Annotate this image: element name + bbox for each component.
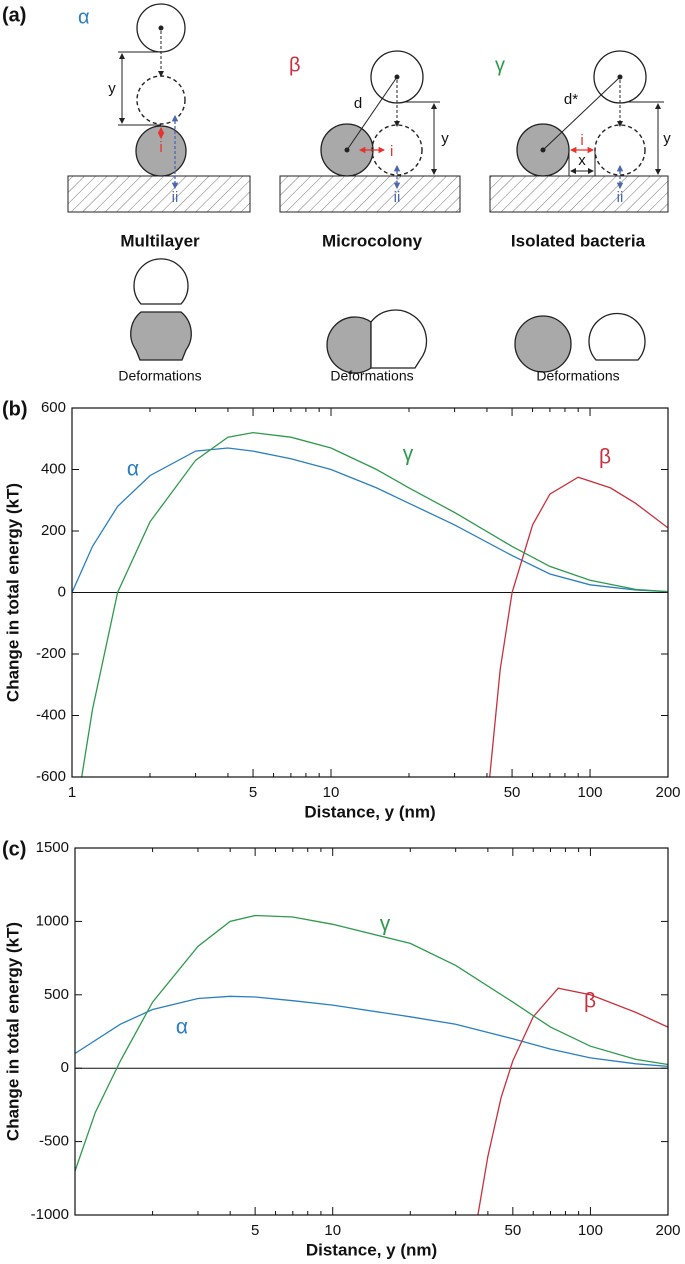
bacterium [514, 315, 572, 373]
series-label: γ [380, 913, 391, 936]
interaction-label: i [390, 143, 393, 160]
deformed-bacterium [130, 311, 192, 361]
panel-a: (a) α y i ii Multilayer Deformations β d… [2, 3, 671, 384]
substrate [279, 175, 461, 213]
series-label: β [584, 990, 596, 1013]
distance-label: y [441, 130, 449, 147]
substrate [67, 175, 251, 213]
bacterium-path [136, 75, 186, 125]
deformed-bacterium [588, 312, 646, 361]
series-label: β [599, 446, 611, 469]
x-tick-label: 100 [578, 1222, 603, 1239]
distance-label: x [578, 152, 586, 169]
series-line [75, 995, 668, 1068]
y-tick-label: 0 [58, 583, 66, 600]
x-tick-label: 1 [68, 784, 76, 801]
x-tick-label: 50 [504, 1222, 521, 1239]
plot-frame [74, 847, 669, 1216]
series-label: α [176, 1016, 188, 1039]
series-line [81, 431, 668, 777]
case-symbol: α [78, 6, 90, 28]
y-axis-title: Change in total energy (kT) [3, 483, 22, 702]
y-tick-label: 1000 [36, 912, 69, 929]
y-tick-label: 200 [41, 522, 66, 539]
y-tick-label: 400 [41, 460, 66, 477]
x-tick-label: 200 [655, 784, 680, 801]
interaction-label: ii [172, 189, 179, 206]
center-distance [346, 76, 398, 151]
interaction-label: i [159, 139, 162, 156]
interaction-label: ii [394, 189, 401, 206]
distance-label: y [663, 130, 671, 147]
y-tick-label: -600 [36, 768, 66, 785]
x-tick-label: 10 [323, 784, 340, 801]
case-title: Isolated bacteria [511, 231, 646, 250]
panel-label: (a) [2, 4, 26, 26]
center [158, 25, 164, 31]
chart: (c) -1000 -500 0 500 1000 1500 5 10 50 100 200 α β γ Di… [2, 838, 681, 1259]
plot-frame [71, 407, 669, 778]
x-tick-label: 10 [324, 1222, 341, 1239]
case-title: Multilayer [120, 231, 200, 250]
chart: (b) -600 -400 -200 0 200 400 600 1 5 10 50 100 200 α β γ… [2, 398, 681, 821]
interaction-label: i [580, 132, 583, 149]
x-tick-label: 5 [251, 1222, 259, 1239]
x-tick-label: 200 [655, 1222, 680, 1239]
y-axis-title: Change in total energy (kT) [3, 922, 22, 1141]
y-tick-label: -1000 [31, 1206, 69, 1223]
caption: Deformations [118, 368, 201, 384]
caption: Deformations [330, 368, 413, 384]
x-tick-label: 5 [249, 784, 257, 801]
series-line [75, 914, 668, 1172]
deformed-bacterium [370, 309, 428, 369]
x-axis-title: Distance, y (nm) [306, 1240, 437, 1259]
x-axis-title: Distance, y (nm) [304, 802, 435, 821]
caption: Deformations [536, 368, 619, 384]
y-tick-label: 0 [61, 1059, 69, 1076]
x-tick-label: 100 [578, 784, 603, 801]
distance-label: d* [564, 91, 578, 108]
y-tick-label: -400 [36, 706, 66, 723]
panel-label: (c) [2, 838, 26, 860]
interaction-label: ii [617, 189, 624, 206]
panel-label: (b) [2, 398, 28, 420]
y-tick-label: 1500 [36, 839, 69, 856]
deformed-bacterium [326, 316, 372, 374]
center-distance [542, 76, 621, 151]
case-title: Microcolony [322, 231, 423, 250]
substrate [489, 175, 669, 213]
series-line [477, 987, 668, 1215]
x-tick-label: 50 [504, 784, 521, 801]
y-tick-label: -200 [36, 645, 66, 662]
distance-label: y [108, 80, 116, 97]
series-line [489, 476, 668, 777]
y-tick-label: 600 [41, 399, 66, 416]
series-label: γ [403, 443, 414, 466]
deformed-bacterium [133, 258, 189, 305]
series-label: α [127, 458, 139, 481]
distance-label: d [354, 95, 362, 112]
case-symbol: γ [495, 54, 505, 76]
series-line [72, 447, 668, 593]
case-symbol: β [289, 54, 301, 76]
y-tick-label: -500 [39, 1133, 69, 1150]
y-tick-label: 500 [44, 986, 69, 1003]
